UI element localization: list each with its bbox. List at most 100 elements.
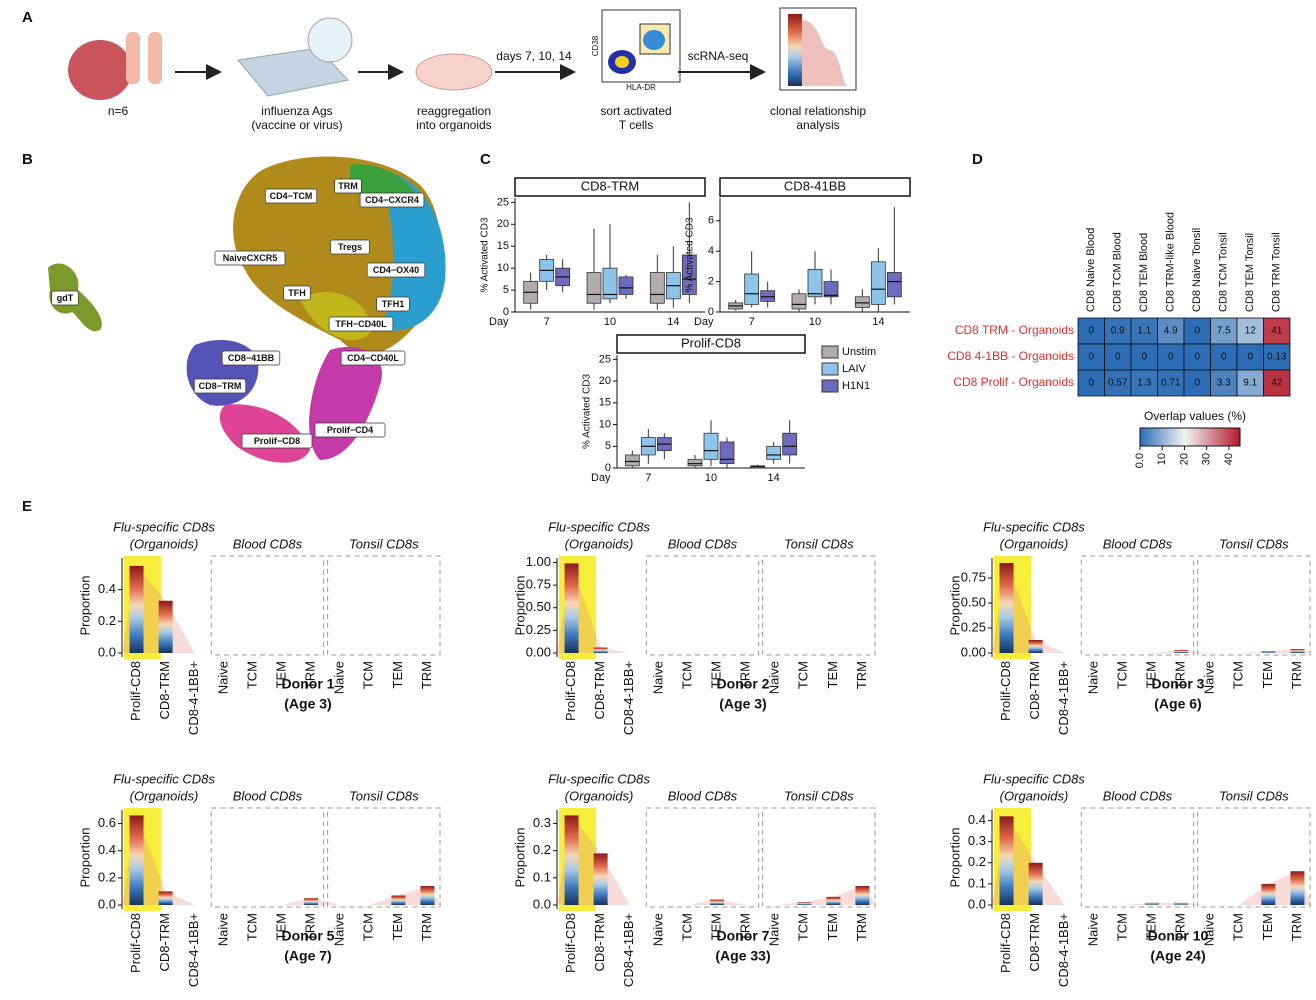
group-box [211,556,323,655]
colorbar-tick-label: 40 [1223,453,1235,465]
group-title: (Organoids) [1000,788,1069,803]
column-label: CD8 TEM Tonsil [1244,233,1256,312]
x-tick-label: TRM [854,913,869,941]
x-tick-label: TRM [854,661,869,689]
column-label: CD8 TCM Blood [1112,232,1124,312]
box [808,269,822,296]
proportion-area [992,563,1312,653]
proportion-bar [826,897,840,905]
x-tick-label: TEM [1260,661,1275,688]
cell-value: 0 [1088,326,1094,337]
x-tick-label: TCM [796,661,811,689]
x-tick-label: TEM [390,913,405,940]
x-tick-label: TEM [390,661,405,688]
y-tick-label: 0.6 [98,815,116,830]
step-caption: analysis [796,118,839,132]
proportion-bar [1290,871,1304,905]
y-axis-label: % Activated CD3 [480,217,491,292]
proportion-bar [565,815,579,905]
x-tick-label: TCM [1114,661,1129,689]
y-tick-label: 25 [497,196,509,208]
proportion-bar [130,815,144,905]
y-tick-label: 0.0 [968,896,986,911]
cluster-label: TFH1 [382,299,405,309]
x-tick-label: Naive [215,913,230,946]
x-tick-label: Prolif-CD8 [563,661,578,721]
content: ABCDEn=6influenza Ags(vaccine or virus)r… [22,9,1312,987]
group-box [763,556,875,655]
cluster-label: TFH−CD40L [335,319,387,329]
x-tick-label: TCM [1231,913,1246,941]
y-tick-label: 4 [708,245,714,257]
y-tick-label: 10 [599,418,611,430]
cell-value: 0 [1194,378,1200,389]
y-tick-label: 0.1 [533,869,551,884]
y-tick-label: 0.3 [533,815,551,830]
column-label: CD8 Naive Tonsil [1191,228,1203,312]
x-tick-label: Prolif-CD8 [128,913,143,973]
group-title: (Organoids) [130,788,199,803]
x-tick-label: Naive [1085,661,1100,694]
proportion-bar [1290,649,1304,653]
proportion-bar [594,853,608,905]
y-tick-label: 6 [708,215,714,227]
proportion-bar [1029,640,1043,653]
colorbar [1140,428,1240,446]
box [650,273,664,304]
group-box [211,808,323,907]
y-axis-label: % Activated CD3 [685,217,696,292]
day-tick-label: 10 [604,316,616,328]
x-tick-label: TCM [1114,913,1129,941]
cell-value: 1.3 [1137,378,1151,389]
group-title: (Organoids) [565,536,634,551]
cell-value: 0 [1088,352,1094,363]
day-label: Day [694,316,714,328]
y-tick-label: 0.50 [961,594,986,609]
panel-label: A [22,9,33,26]
box [871,262,885,305]
day-tick-label: 14 [768,472,780,484]
arrow-label: days 7, 10, 14 [496,49,572,63]
cluster-label: Prolif−CD8 [254,436,300,446]
cluster-label: TFH [288,288,306,298]
x-tick-label: TCM [679,661,694,689]
group-title: Tonsil CD8s [784,788,854,803]
proportion-bar [130,566,144,653]
x-tick-label: TCM [1231,661,1246,689]
donor-name: Donor 1 [282,676,335,692]
donor-name: Donor 7 [717,928,770,944]
proportion-bar [1145,903,1159,905]
legend-swatch [822,346,838,358]
y-tick-label: 0.4 [98,842,116,857]
y-tick-label: 0.2 [98,869,116,884]
step-caption: (vaccine or virus) [251,118,342,132]
x-tick-label: Naive [1085,913,1100,946]
proportion-bar [391,896,405,906]
step-caption: clonal relationship [770,104,866,118]
x-tick-label: Naive [650,913,665,946]
y-tick-label: 2 [708,276,714,288]
group-title: (Organoids) [130,536,199,551]
donor-name: Donor 3 [1152,676,1205,692]
y-tick-label: 0.25 [526,622,551,637]
proportion-bar [565,563,579,653]
y-axis-label: Proportion [947,828,962,888]
x-tick-label: CD8-4-1BB+ [186,913,201,987]
cell-value: 0 [1194,326,1200,337]
group-title: Tonsil CD8s [784,536,854,551]
cluster-label: Prolif−CD4 [327,425,373,435]
donor-age: (Age 24) [1150,948,1205,964]
group-box [1081,556,1193,655]
colorbar-title: Overlap values (%) [1144,409,1246,423]
panel-label: B [22,151,33,168]
box [704,433,718,459]
group-title: Flu-specific CD8s [983,771,1085,786]
cell-value: 12 [1245,326,1257,337]
panel-label: E [22,498,32,515]
y-tick-label: 0.3 [968,833,986,848]
group-title: Blood CD8s [1103,536,1173,551]
group-title: Flu-specific CD8s [113,519,215,534]
proportion-bar [1000,563,1014,653]
x-tick-label: TEM [825,913,840,940]
x-tick-label: TRM [419,661,434,689]
